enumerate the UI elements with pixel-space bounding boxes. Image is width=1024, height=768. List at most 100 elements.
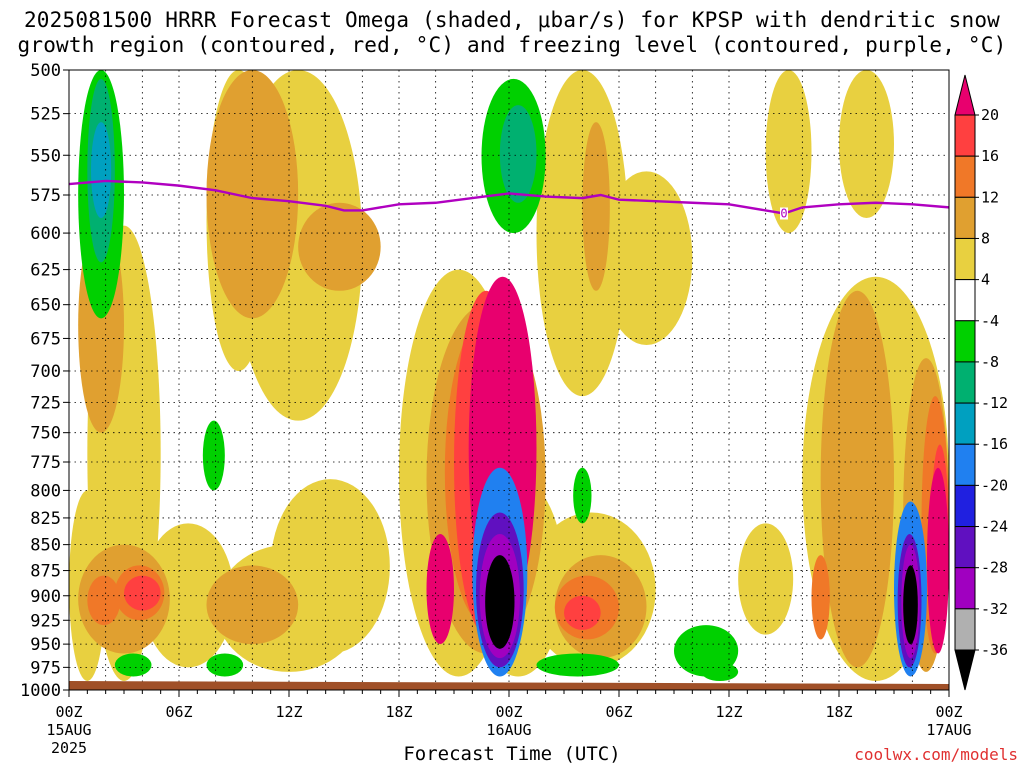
colorbar-swatch-7 xyxy=(954,402,976,445)
y-tick-label-825: 825 xyxy=(30,509,61,529)
x-tick-date-24: 16AUG xyxy=(486,721,531,739)
y-tick-label-550: 550 xyxy=(30,146,61,166)
x-tick-label-12: 12Z xyxy=(275,703,302,721)
colorbar-swatch-12 xyxy=(954,608,976,651)
y-tick-label-575: 575 xyxy=(30,186,61,206)
terrain-strip xyxy=(69,681,949,690)
omega-region-42 xyxy=(114,653,152,677)
omega-region-23 xyxy=(820,290,894,668)
y-tick-label-675: 675 xyxy=(30,329,61,349)
colorbar-swatch-1 xyxy=(954,155,976,198)
freezing-level-contour: 0 xyxy=(68,179,950,220)
y-tick-label-525: 525 xyxy=(30,105,61,125)
y-tick-label-725: 725 xyxy=(30,393,61,413)
terrain-fill xyxy=(69,681,949,690)
y-tick-label-950: 950 xyxy=(30,635,61,655)
omega-region-46 xyxy=(573,467,592,524)
colorbar-label--36: -36 xyxy=(981,641,1008,659)
chart-title-line2: growth region (contoured, red, °C) and f… xyxy=(17,33,1007,57)
y-tick-label-875: 875 xyxy=(30,562,61,582)
y-tick-label-500: 500 xyxy=(30,61,61,81)
colorbar-swatch-8 xyxy=(954,443,976,486)
colorbar-swatch-0 xyxy=(954,114,976,157)
colorbar-label-12: 12 xyxy=(981,188,999,206)
omega-region-12 xyxy=(765,70,812,234)
omega-shading xyxy=(69,70,949,682)
omega-region-47 xyxy=(701,662,739,682)
colorbar-swatch-10 xyxy=(954,526,976,569)
omega-region-30 xyxy=(811,555,830,640)
omega-region-13 xyxy=(738,523,794,635)
freezing-level-label: 0 xyxy=(780,206,787,220)
colorbar-swatch-9 xyxy=(954,484,976,528)
omega-region-11 xyxy=(600,171,693,346)
y-tick-label-900: 900 xyxy=(30,587,61,607)
x-tick-label-6: 06Z xyxy=(165,703,192,721)
colorbar-swatch-11 xyxy=(954,567,976,610)
omega-region-43 xyxy=(206,653,244,677)
colorbar-swatch-2 xyxy=(954,196,976,239)
x-tick-label-0: 00Z xyxy=(55,703,82,721)
omega-region-26 xyxy=(87,575,121,626)
colorbar-label-20: 20 xyxy=(981,106,999,124)
x-axis-title: Forecast Time (UTC) xyxy=(403,743,621,765)
omega-region-2 xyxy=(142,523,234,668)
freezing-label-bg xyxy=(780,207,788,220)
x-tick-label-36: 12Z xyxy=(715,703,742,721)
y-tick-label-700: 700 xyxy=(30,362,61,382)
colorbar-bottom-arrow xyxy=(954,649,976,691)
colorbar-legend: 20 16 12 8 4 -4 -8 -12 -16 -20 -24 -28 -32 -36 xyxy=(954,74,1008,691)
colorbar-label--16: -16 xyxy=(981,435,1008,453)
y-axis: 500 525 550 575 600 625 650 675 700 725 750 775 800 8… xyxy=(20,61,69,701)
omega-region-50 xyxy=(91,122,112,219)
chart-title-line1: 2025081500 HRRR Forecast Omega (shaded, … xyxy=(23,8,1001,32)
omega-region-38 xyxy=(927,467,949,654)
omega-region-37 xyxy=(426,534,454,645)
omega-region-58 xyxy=(903,565,918,645)
freezing-level-line xyxy=(68,179,950,215)
colorbar-label--4: -4 xyxy=(981,312,999,330)
colorbar-label--24: -24 xyxy=(981,518,1008,536)
y-tick-label-625: 625 xyxy=(30,261,61,281)
x-tick-date-0: 15AUG xyxy=(46,721,91,739)
omega-region-6 xyxy=(270,479,390,654)
omega-region-57 xyxy=(485,555,515,649)
omega-region-18 xyxy=(298,202,381,291)
colorbar-swatch-5 xyxy=(954,320,976,363)
colorbar-label--32: -32 xyxy=(981,600,1008,618)
colorbar-label-16: 16 xyxy=(981,147,999,165)
omega-region-17 xyxy=(206,70,299,319)
colorbar-label--28: -28 xyxy=(981,559,1008,577)
y-tick-label-750: 750 xyxy=(30,424,61,444)
y-tick-label-850: 850 xyxy=(30,536,61,556)
y-tick-label-600: 600 xyxy=(30,224,61,244)
omega-region-44 xyxy=(536,653,619,677)
colorbar-label--8: -8 xyxy=(981,353,999,371)
omega-region-49 xyxy=(499,105,537,203)
x-tick-label-42: 18Z xyxy=(825,703,852,721)
x-tick-label-24: 00Z xyxy=(495,703,522,721)
x-tick-date-48: 17AUG xyxy=(926,721,971,739)
colorbar-swatch-3 xyxy=(954,237,976,281)
y-tick-label-975: 975 xyxy=(30,658,61,678)
y-tick-label-775: 775 xyxy=(30,453,61,473)
source-credit: coolwx.com/models xyxy=(854,745,1018,764)
x-tick-year-0: 2025 xyxy=(51,739,87,757)
colorbar-swatch-4 xyxy=(954,279,976,322)
omega-region-15 xyxy=(839,70,894,219)
colorbar-top-arrow xyxy=(954,74,976,116)
colorbar-label--20: -20 xyxy=(981,476,1008,494)
x-tick-label-30: 06Z xyxy=(605,703,632,721)
y-tick-label-800: 800 xyxy=(30,481,61,501)
y-tick-label-1000: 1000 xyxy=(20,681,61,701)
y-tick-label-650: 650 xyxy=(30,296,61,316)
x-tick-label-18: 18Z xyxy=(385,703,412,721)
omega-region-25 xyxy=(582,122,610,291)
colorbar-label-8: 8 xyxy=(981,229,990,247)
colorbar-label--12: -12 xyxy=(981,394,1008,412)
omega-region-33 xyxy=(564,595,601,630)
colorbar-label-4: 4 xyxy=(981,271,990,289)
omega-region-41 xyxy=(202,420,225,491)
